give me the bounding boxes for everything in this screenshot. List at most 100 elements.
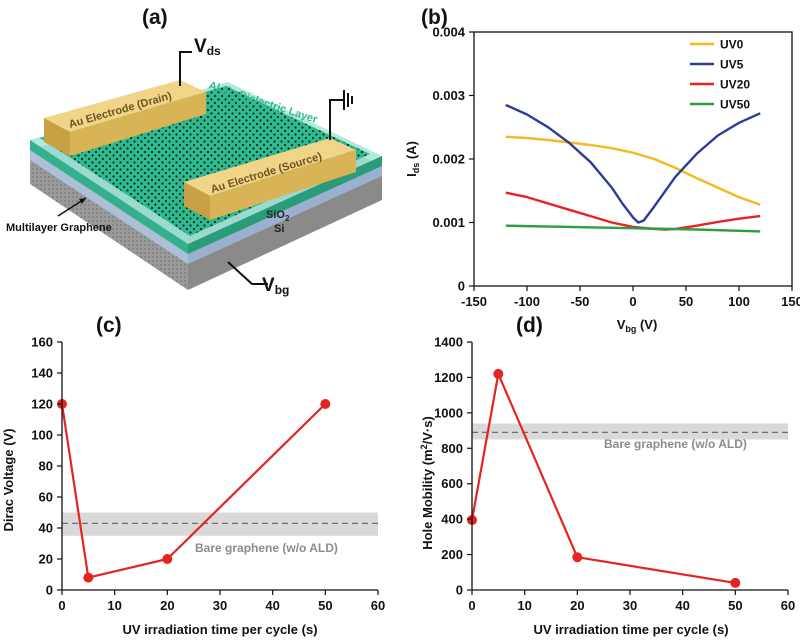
chart-b-ytick-label: 0 xyxy=(458,279,465,294)
drain-electrode-side xyxy=(44,118,70,156)
chart-b-series-uv5 xyxy=(505,103,761,224)
chart-c-ylabel: Dirac Voltage (V) xyxy=(1,428,16,531)
chart-c-series-layer xyxy=(57,399,331,583)
panel-label-a: (a) xyxy=(142,6,168,29)
chart-d-xtick-label: 0 xyxy=(468,598,475,613)
chart-c-xtick-label: 40 xyxy=(265,598,279,613)
chart-c-xtick-label: 30 xyxy=(213,598,227,613)
si-substrate-left xyxy=(30,158,188,290)
panel-label-d: (d) xyxy=(516,314,543,337)
chart-c-ytick-label: 80 xyxy=(39,459,53,474)
chart-c-xlabel: UV irradiation time per cycle (s) xyxy=(122,622,317,637)
chart-c-ticks: 0 10 20 30 40 50 60 0 20 40 60 80 100 120 140 160 xyxy=(31,335,385,614)
chart-b-xtick-label: 0 xyxy=(629,294,636,309)
chart-d-reference-label: Bare graphene (w/o ALD) xyxy=(604,437,747,451)
chart-d-ytick-label: 1000 xyxy=(434,405,463,420)
chart-b-series-uv20 xyxy=(505,191,761,231)
vds-label: Vds xyxy=(194,36,221,58)
chart-d: (d) Bare graphene (w/o ALD) 0 10 20 30 40 50 6… xyxy=(419,314,795,637)
chart-b-plot-frame xyxy=(473,31,793,287)
chart-b-legend-label: UV0 xyxy=(720,38,744,52)
chart-d-data-point xyxy=(730,577,741,588)
panel-label-b: (b) xyxy=(421,6,448,29)
chart-d-series-layer xyxy=(467,368,741,588)
chart-d-data-point xyxy=(493,368,504,379)
chart-c-ytick-label: 140 xyxy=(31,366,53,381)
chart-c-data-point xyxy=(320,399,331,409)
chart-b-series-layer xyxy=(505,103,761,233)
chart-c-reference-band xyxy=(62,512,378,536)
graphene-label: Multilayer Graphene xyxy=(6,222,112,234)
chart-b-legend-label: UV50 xyxy=(720,98,750,112)
chart-c-ytick-label: 60 xyxy=(39,490,53,505)
panel-label-c: (c) xyxy=(96,314,122,337)
sio2-layer-left xyxy=(30,150,188,264)
chart-c-xtick-label: 0 xyxy=(58,598,65,613)
chart-b-xlabel: Vbg (V) xyxy=(617,317,658,334)
device-diagram: (a) Au Electrode (Drain) Au Electrode (S… xyxy=(6,6,382,297)
graphene-pointer-arrow xyxy=(79,198,86,204)
chart-d-ytick-label: 600 xyxy=(441,476,463,491)
chart-b-xtick-label: 150 xyxy=(781,294,800,309)
vds-wire xyxy=(179,51,192,86)
chart-b-xtick-label: 100 xyxy=(728,294,750,309)
chart-c-xtick-label: 10 xyxy=(107,598,121,613)
chart-b-ytick-label: 0.004 xyxy=(432,25,465,40)
chart-b-series-uv0 xyxy=(505,135,761,206)
chart-d-xtick-label: 10 xyxy=(517,598,531,613)
chart-c-ytick-label: 160 xyxy=(31,335,53,350)
chart-c-xtick-label: 50 xyxy=(318,598,332,613)
chart-b-legend-label: UV20 xyxy=(720,78,750,92)
ground-wire xyxy=(329,99,344,140)
chart-c-ytick-label: 20 xyxy=(39,552,53,567)
chart-d-ylabel: Hole Mobility (m2/V·s) xyxy=(419,416,435,550)
chart-b-series-uv50 xyxy=(505,224,761,233)
chart-b-ylabel: Ids (A) xyxy=(404,141,421,177)
chart-b: (b) -150 -100 -50 0 50 100 150 0 0.001 0.002 0.003… xyxy=(404,6,800,334)
chart-d-xtick-label: 60 xyxy=(781,598,795,613)
chart-b-xtick-label: -150 xyxy=(461,294,487,309)
si-label: Si xyxy=(274,223,284,235)
chart-d-data-point xyxy=(572,552,583,563)
chart-d-ytick-label: 0 xyxy=(456,583,463,598)
sio2-label: SiO2 xyxy=(266,209,290,223)
chart-c-data-point xyxy=(83,572,94,583)
chart-d-xlabel: UV irradiation time per cycle (s) xyxy=(533,622,728,637)
chart-d-ytick-label: 1400 xyxy=(434,335,463,350)
chart-c-xtick-label: 60 xyxy=(371,598,385,613)
vbg-label: Vbg xyxy=(262,275,289,297)
chart-c-ytick-label: 0 xyxy=(46,583,53,598)
si-substrate-right xyxy=(188,174,382,290)
chart-b-legend: UV0 UV5 UV20 UV50 xyxy=(690,38,750,112)
chart-b-xtick-label: -50 xyxy=(571,294,590,309)
source-electrode-top xyxy=(184,138,356,196)
chart-c-ytick-label: 40 xyxy=(39,521,53,536)
chart-d-xtick-label: 50 xyxy=(728,598,742,613)
chart-d-xtick-label: 30 xyxy=(623,598,637,613)
sio2-layer-right xyxy=(188,166,382,264)
graphene-edge-left xyxy=(30,140,188,254)
source-electrode-side xyxy=(184,182,210,220)
chart-d-ytick-label: 800 xyxy=(441,441,463,456)
chart-b-xtick-label: -100 xyxy=(514,294,540,309)
chart-c-ytick-label: 120 xyxy=(31,397,53,412)
chart-c-xtick-label: 20 xyxy=(160,598,174,613)
chart-c: (c) Bare graphene (w/o ALD) 0 10 20 30 40 50 6… xyxy=(1,314,385,637)
chart-b-ytick-label: 0.003 xyxy=(432,88,465,103)
graphene-edge-right xyxy=(188,156,382,254)
chart-c-reference xyxy=(62,512,378,536)
ground-icon xyxy=(343,90,353,110)
chart-d-reference-band xyxy=(472,423,788,440)
source-electrode-front xyxy=(210,150,356,220)
chart-d-ytick-label: 400 xyxy=(441,512,463,527)
chart-c-series-dirac-voltage xyxy=(60,403,327,579)
chart-d-ytick-label: 200 xyxy=(441,547,463,562)
drain-electrode-top xyxy=(44,80,206,132)
chart-d-series-hole-mobility xyxy=(470,372,736,584)
chart-c-ytick-label: 100 xyxy=(31,428,53,443)
chart-d-xtick-label: 20 xyxy=(570,598,584,613)
chart-c-data-point xyxy=(162,554,173,564)
chart-b-ytick-label: 0.001 xyxy=(432,215,465,230)
chart-d-ytick-label: 1200 xyxy=(434,370,463,385)
